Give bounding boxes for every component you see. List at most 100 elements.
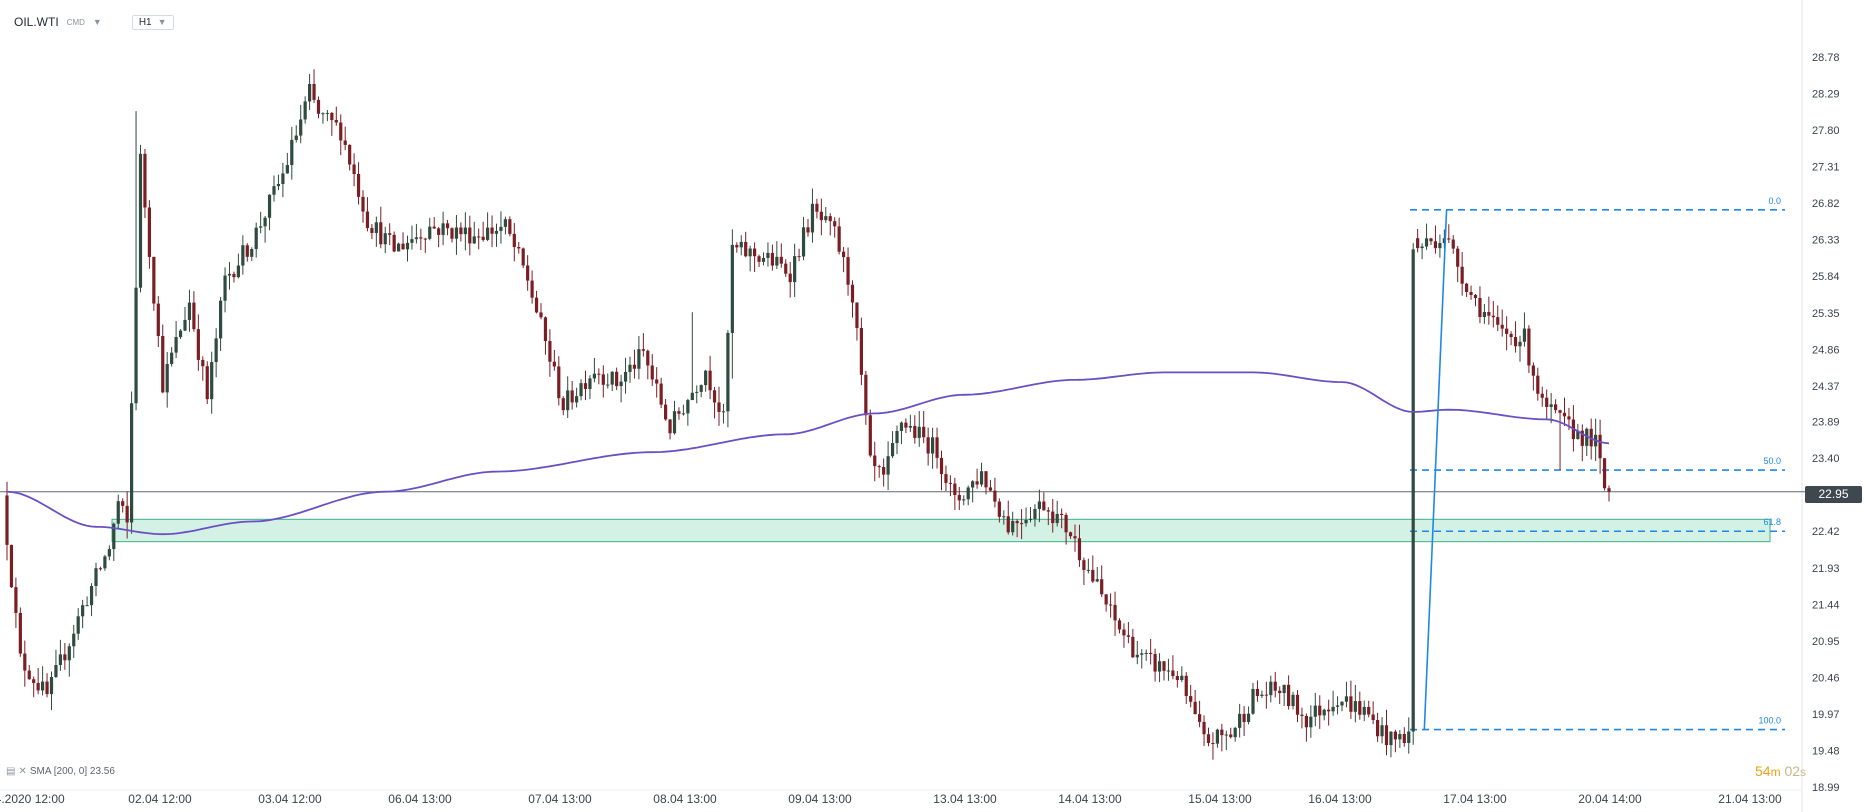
candle-body — [112, 523, 116, 550]
x-tick-label: 14.04 13:00 — [1058, 792, 1122, 806]
candle-body — [1602, 458, 1607, 489]
candle-body — [939, 457, 944, 475]
candle-body — [1513, 337, 1518, 347]
candle-body — [1153, 653, 1157, 672]
candle-body — [615, 371, 619, 387]
candle-body — [67, 646, 71, 661]
candle-body — [232, 273, 236, 278]
candle-body — [655, 379, 659, 384]
candle-body — [499, 226, 503, 231]
y-tick-label: 20.46 — [1812, 672, 1840, 684]
candle-body — [1456, 248, 1460, 267]
candle-body — [793, 256, 797, 283]
candle-body — [664, 404, 668, 420]
countdown-seconds: 02 — [1784, 763, 1801, 779]
candles — [5, 69, 1611, 760]
interval-selector[interactable]: H1 ▼ — [131, 14, 174, 30]
candle-body — [806, 227, 810, 233]
candle-body — [570, 390, 574, 403]
fib-level-label: 0.0 — [1768, 196, 1781, 206]
candle-body — [1451, 239, 1455, 249]
candle-body — [534, 297, 539, 313]
candle-body — [321, 113, 325, 115]
candle-body — [1073, 536, 1077, 539]
candle-body — [1309, 716, 1313, 728]
candle-body — [552, 361, 556, 367]
candle-body — [165, 364, 169, 393]
candle-body — [1295, 694, 1300, 715]
candle-body — [1015, 521, 1019, 524]
fib-level-label: 50.0 — [1763, 456, 1781, 466]
close-icon[interactable]: ✕ — [18, 766, 27, 777]
x-tick-label: 21.04 13:00 — [1718, 792, 1782, 806]
candle-body — [744, 241, 748, 257]
candle-body — [187, 302, 192, 320]
x-tick-label: 15.04 13:00 — [1188, 792, 1252, 806]
candle-body — [726, 332, 730, 412]
candle-body — [76, 616, 80, 634]
symbol-label[interactable]: OIL.WTI — [14, 15, 59, 29]
candle-body — [134, 287, 138, 404]
candle-body — [1300, 714, 1304, 716]
candle-body — [761, 257, 766, 262]
candle-body — [1278, 690, 1282, 694]
candle-body — [1189, 696, 1193, 702]
candle-body — [245, 245, 249, 257]
candle-body — [9, 544, 14, 588]
candle-body — [890, 443, 895, 457]
candle-body — [1260, 694, 1264, 697]
candle-body — [259, 226, 263, 228]
candle-body — [557, 366, 561, 399]
candle-body — [459, 227, 463, 235]
x-tick-label: 09.04 13:00 — [788, 792, 852, 806]
candle-body — [308, 83, 312, 102]
candle-body — [543, 317, 548, 342]
candle-body — [1166, 670, 1171, 672]
candle-body — [659, 383, 663, 405]
candle-body — [18, 612, 22, 654]
y-tick-label: 22.42 — [1812, 526, 1840, 538]
market-label: CMD — [66, 17, 85, 27]
candle-body — [1389, 731, 1393, 746]
candle-body — [601, 374, 605, 385]
candle-body — [699, 385, 703, 392]
candle-body — [405, 242, 410, 250]
candle-body — [748, 248, 752, 257]
y-tick-label: 25.84 — [1812, 271, 1840, 283]
chevron-down-icon[interactable]: ▼ — [92, 17, 102, 27]
candle-body — [1109, 604, 1113, 606]
candle-body — [397, 243, 401, 252]
candle-body — [819, 211, 823, 221]
candle-body — [107, 549, 111, 557]
candle-body — [1273, 681, 1277, 691]
candle-body — [316, 99, 321, 114]
candle-body — [842, 251, 846, 258]
candle-body — [997, 501, 1001, 517]
candle-body — [1540, 393, 1544, 398]
candle-body — [254, 227, 258, 250]
candle-body — [677, 411, 681, 414]
candle-body — [250, 249, 254, 257]
candle-body — [441, 223, 445, 235]
x-tick-label: 07.04 13:00 — [528, 792, 592, 806]
candle-body — [859, 327, 863, 375]
candle-body — [1598, 434, 1602, 459]
candle-body — [241, 245, 245, 266]
candle-body — [766, 252, 770, 258]
candle-body — [833, 221, 837, 227]
y-tick-label: 19.48 — [1812, 745, 1840, 757]
candle-body — [1051, 511, 1055, 524]
settings-icon[interactable]: ▤ — [6, 766, 16, 777]
candle-body — [1527, 328, 1531, 366]
y-tick-label: 21.93 — [1812, 563, 1840, 575]
candle-body — [526, 265, 530, 281]
candle-body — [419, 237, 423, 239]
candle-body — [597, 373, 601, 375]
x-tick-label: 02.04 12:00 — [128, 792, 192, 806]
candle-body — [1349, 696, 1353, 712]
candle-body — [463, 227, 467, 235]
candle-body — [810, 203, 815, 233]
candle-body — [1429, 238, 1433, 242]
candle-body — [1251, 688, 1255, 714]
